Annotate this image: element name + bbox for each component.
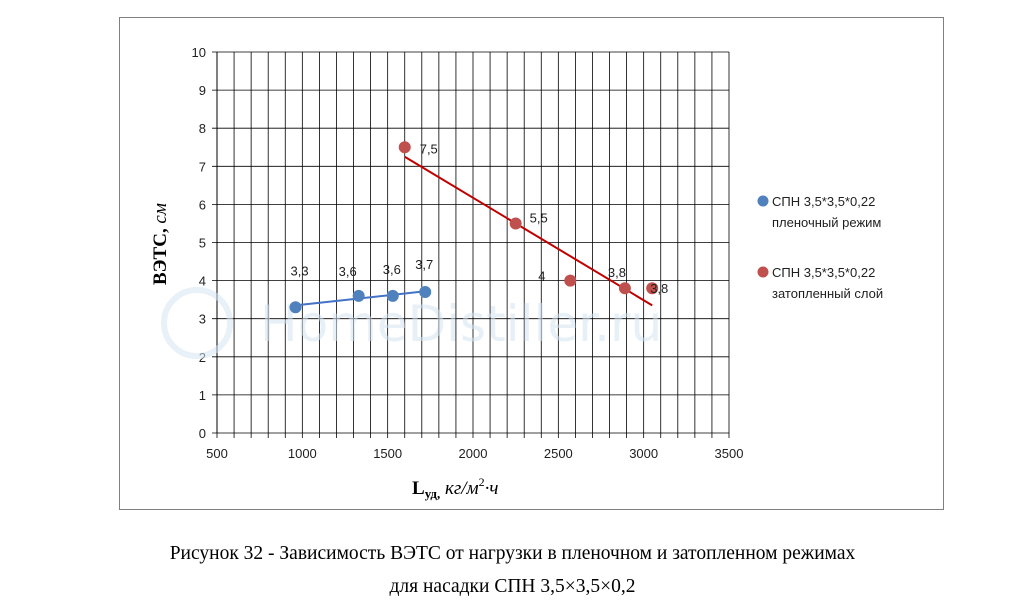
y-axis-title-unit: см [150,203,171,224]
legend-marker-series-2 [757,266,769,278]
chart-svg: 500 1000 1500 2000 2500 3000 3500012345678910 … [150,45,883,501]
watermark-text: HomeDistiller.ru [260,295,662,353]
y-tick-label: 9 [199,83,206,98]
legend-item-series-2: СПН 3,5*3,5*0,22 затопленный слой [757,265,883,301]
legend-label-series-2-line2: затопленный слой [772,286,883,301]
data-label-series-2: 5,5 [530,210,548,225]
x-axis-title-unit: кг/м [445,478,479,499]
x-tick-label: 1000 [288,446,317,461]
y-tick-label: 1 [199,388,206,403]
data-point-series-1 [352,289,365,302]
y-tick-label: 6 [199,197,206,212]
data-point-series-2 [646,282,659,295]
legend: СПН 3,5*3,5*0,22 пленочный режим СПН 3,5… [757,194,883,301]
figure-caption: Рисунок 32 - Зависимость ВЭТС от нагрузк… [0,537,1025,603]
x-tick-label: 3500 [715,446,744,461]
data-label-series-1: 3,6 [383,262,401,277]
y-tick-label: 5 [199,236,206,251]
x-tick-label: 2000 [459,446,488,461]
data-label-series-2: 7,5 [420,141,438,156]
data-label-series-1: 3,3 [291,263,309,278]
data-point-series-2 [509,217,522,230]
data-point-series-2 [564,274,577,287]
y-axis-title-main: ВЭТС, [150,228,171,285]
x-tick-label: 2500 [544,446,573,461]
data-point-series-2 [398,141,411,154]
data-point-series-1 [386,289,399,302]
trendlines [295,155,653,307]
y-tick-label: 10 [192,45,206,60]
data-labels: 3,3 3,6 3,6 3,7 7,5 5,5 4 3,8 3,8 [291,141,669,296]
trendline-series-2 [404,155,653,307]
y-tick-label: 8 [199,121,206,136]
caption-line-1: Рисунок 32 - Зависимость ВЭТС от нагрузк… [169,543,856,564]
x-tick-label: 500 [206,446,228,461]
x-tick-label: 3000 [629,446,658,461]
data-points [289,141,659,314]
data-label-series-2: 3,8 [608,265,626,280]
y-tick-label: 3 [199,312,206,327]
y-tick-label: 4 [199,274,206,289]
data-point-series-2 [618,282,631,295]
x-axis-title-sub: уд, [425,486,441,501]
watermark: HomeDistiller.ru [161,287,662,359]
legend-marker-series-1 [757,195,769,207]
x-axis-title: Lуд, кг/м2·ч [412,475,499,501]
watermark-logo-icon [161,287,233,359]
chart-frame: 500 1000 1500 2000 2500 3000 3500 0 1 2 3 4 5 6 7 8 9 10 … [119,17,944,510]
x-axis-title-tail: ·ч [485,478,499,499]
data-label-series-1: 3,6 [339,264,357,279]
caption-line-2: для насадки СПН 3,5×3,5×0,2 [389,576,636,597]
legend-label-series-2-line1: СПН 3,5*3,5*0,22 [772,265,875,280]
data-point-series-1 [419,286,432,299]
x-axis-title-sup: 2 [479,475,485,489]
legend-label-series-1-line2: пленочный режим [772,215,881,230]
x-axis-title-main: L [412,478,425,499]
grid [212,51,730,438]
legend-label-series-1-line1: СПН 3,5*3,5*0,22 [772,194,875,209]
x-tick-label: 1500 [373,446,402,461]
data-label-series-2: 4 [538,269,545,284]
data-label-series-1: 3,7 [415,257,433,272]
data-point-series-1 [289,301,302,314]
data-label-series-2: 3,8 [650,281,668,296]
y-axis-title: ВЭТС, см [150,203,171,285]
y-tick-label: 0 [199,426,206,441]
y-tick-label: 7 [199,159,206,174]
legend-item-series-1: СПН 3,5*3,5*0,22 пленочный режим [757,194,881,230]
